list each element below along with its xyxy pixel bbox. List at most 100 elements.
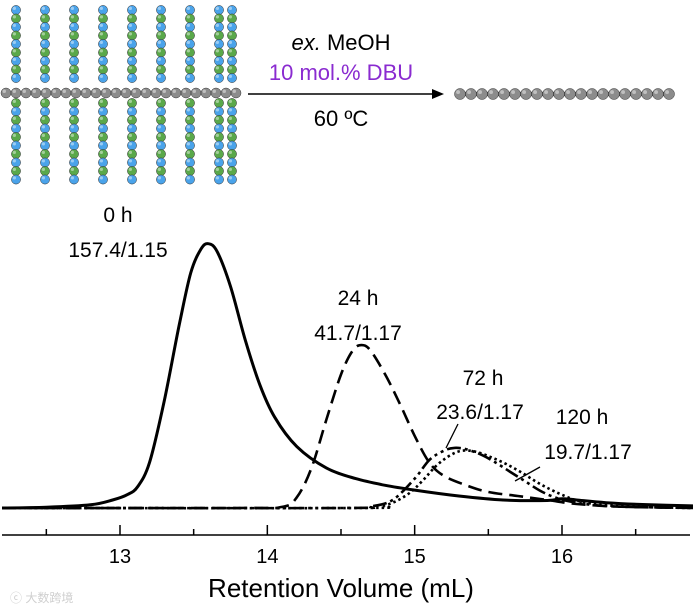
side-chain-bead-highlight bbox=[99, 32, 103, 36]
side-chain-bead-highlight bbox=[186, 66, 190, 70]
side-chain-bead-highlight bbox=[128, 150, 132, 154]
side-chain-bead bbox=[40, 149, 50, 159]
side-chain-bead-highlight bbox=[41, 159, 45, 163]
side-chain-bead bbox=[40, 30, 50, 41]
side-chain-bead bbox=[214, 157, 224, 168]
side-chain-bead bbox=[98, 47, 108, 58]
side-chain-bead-highlight bbox=[99, 159, 103, 163]
side-chain-bead bbox=[69, 22, 79, 32]
side-chain-bead bbox=[156, 140, 166, 151]
backbone-bead-highlight bbox=[32, 89, 36, 93]
side-chain-bead bbox=[69, 39, 79, 49]
side-chain-bead-highlight bbox=[157, 108, 161, 112]
side-chain-bead bbox=[156, 123, 166, 134]
side-chain-bead-highlight bbox=[157, 32, 161, 36]
side-chain-bead-highlight bbox=[12, 57, 16, 61]
series-time-label: 72 h bbox=[463, 367, 504, 390]
x-tick-label: 13 bbox=[109, 546, 131, 568]
side-chain-bead bbox=[185, 106, 195, 117]
backbone-bead bbox=[619, 88, 631, 100]
reaction-scheme: ex. MeOH 10 mol.% DBU 60 ºC bbox=[0, 5, 675, 185]
side-chain-bead bbox=[40, 39, 50, 49]
backbone-bead-highlight bbox=[511, 90, 515, 94]
backbone-bead bbox=[40, 87, 52, 99]
catalyst-label: 10 mol.% DBU bbox=[269, 60, 413, 85]
temperature-label: 60 ºC bbox=[314, 106, 369, 131]
x-axis-label: Retention Volume (mL) bbox=[208, 573, 474, 603]
side-chain-bead-highlight bbox=[70, 66, 74, 70]
backbone-bead-highlight bbox=[112, 89, 116, 93]
side-chain-bead-highlight bbox=[70, 150, 74, 154]
side-chain-bead bbox=[127, 140, 137, 151]
side-chain-bead bbox=[98, 64, 108, 75]
side-chain-bead-highlight bbox=[228, 167, 232, 171]
x-tick-label: 15 bbox=[404, 546, 426, 568]
side-chain-bead-highlight bbox=[228, 49, 232, 53]
backbone-bead bbox=[110, 87, 122, 99]
annotation-layer: 0 h 157.4/1.15 24 h 41.7/1.17 72 h 23.6/1.17 1… bbox=[68, 204, 632, 482]
side-chain-bead-highlight bbox=[157, 40, 161, 44]
side-chain-bead-highlight bbox=[12, 133, 16, 137]
side-chain-bead bbox=[40, 5, 50, 15]
side-chain-bead-highlight bbox=[215, 74, 219, 78]
backbone-bead bbox=[641, 88, 653, 100]
backbone-bead bbox=[531, 88, 543, 100]
side-chain-bead bbox=[127, 106, 137, 117]
side-chain-bead bbox=[98, 30, 108, 41]
side-chain-bead-highlight bbox=[99, 23, 103, 27]
side-chain-bead-highlight bbox=[186, 74, 190, 78]
backbone-bead bbox=[553, 88, 565, 100]
side-chain-bead-highlight bbox=[99, 6, 103, 10]
backbone-bead-highlight bbox=[467, 90, 472, 94]
backbone-bead bbox=[70, 87, 82, 99]
side-chain-bead bbox=[69, 140, 79, 151]
series-mn-dispersity-label: 41.7/1.17 bbox=[314, 322, 402, 345]
side-chain-bead-highlight bbox=[70, 125, 74, 129]
side-chain-bead bbox=[69, 73, 79, 83]
backbone-bead bbox=[575, 88, 587, 100]
side-chain-bead-highlight bbox=[186, 167, 190, 171]
side-chain-bead-highlight bbox=[186, 150, 190, 154]
side-chain-bead bbox=[227, 132, 237, 142]
side-chain-bead-highlight bbox=[228, 125, 232, 129]
side-chain-bead-highlight bbox=[70, 57, 74, 61]
backbone-bead bbox=[140, 87, 152, 99]
side-chain-bead bbox=[11, 123, 21, 134]
side-chain-bead bbox=[11, 115, 21, 125]
side-chain-bead bbox=[127, 22, 137, 32]
side-chain-bead bbox=[214, 22, 224, 32]
side-chain-bead-highlight bbox=[70, 32, 74, 36]
side-chain-bead-highlight bbox=[12, 40, 16, 44]
side-chain-bead-highlight bbox=[41, 49, 45, 53]
side-chain-bead bbox=[227, 47, 237, 58]
side-chain-bead bbox=[69, 174, 79, 185]
side-chain-bead-highlight bbox=[128, 167, 132, 171]
side-chain-bead-highlight bbox=[12, 142, 16, 146]
side-chain-bead-highlight bbox=[186, 6, 190, 10]
side-chain-bead bbox=[185, 56, 195, 66]
side-chain-bead bbox=[40, 73, 50, 83]
side-chain-bead-highlight bbox=[186, 142, 190, 146]
backbone-bead-highlight bbox=[232, 89, 236, 93]
side-chain-bead-highlight bbox=[228, 150, 232, 154]
side-chain-bead bbox=[214, 64, 224, 75]
backbone-bead-highlight bbox=[122, 89, 126, 93]
side-chain-bead-highlight bbox=[215, 150, 219, 154]
side-chain-bead-highlight bbox=[99, 125, 103, 129]
side-chain-bead bbox=[98, 56, 108, 66]
side-chain-bead-highlight bbox=[99, 99, 103, 103]
backbone-bead-highlight bbox=[610, 90, 614, 94]
side-chain-bead bbox=[185, 30, 195, 41]
side-chain-bead bbox=[127, 166, 137, 176]
side-chain-bead bbox=[127, 5, 137, 15]
side-chain-bead-highlight bbox=[215, 66, 219, 70]
side-chain-bead bbox=[11, 106, 21, 117]
backbone-bead-highlight bbox=[577, 90, 581, 94]
side-chain-bead-highlight bbox=[12, 108, 16, 112]
side-chain-bead-highlight bbox=[186, 49, 190, 53]
x-ticks: 13 14 15 16 bbox=[45, 525, 637, 568]
side-chain-bead-highlight bbox=[215, 142, 219, 146]
side-chain-bead bbox=[11, 140, 21, 151]
side-chain-bead-highlight bbox=[186, 116, 190, 120]
side-chain-bead-highlight bbox=[228, 23, 232, 27]
